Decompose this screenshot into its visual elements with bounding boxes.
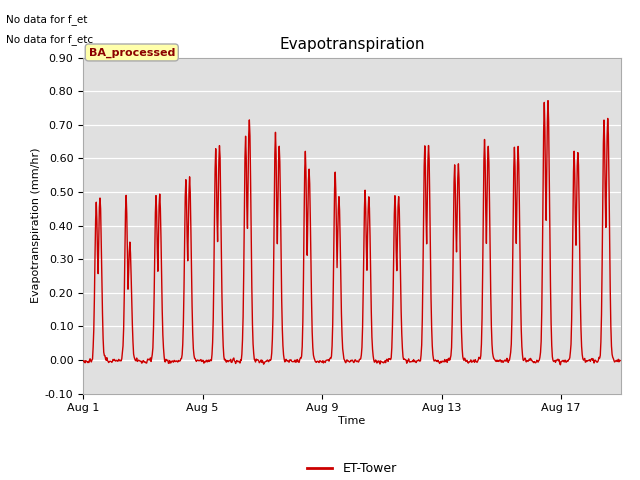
Text: BA_processed: BA_processed (88, 48, 175, 58)
X-axis label: Time: Time (339, 416, 365, 426)
Legend: ET-Tower: ET-Tower (302, 457, 402, 480)
Y-axis label: Evapotranspiration (mm/hr): Evapotranspiration (mm/hr) (31, 148, 41, 303)
Title: Evapotranspiration: Evapotranspiration (279, 37, 425, 52)
Text: No data for f_etc: No data for f_etc (6, 34, 93, 45)
Text: No data for f_et: No data for f_et (6, 14, 88, 25)
